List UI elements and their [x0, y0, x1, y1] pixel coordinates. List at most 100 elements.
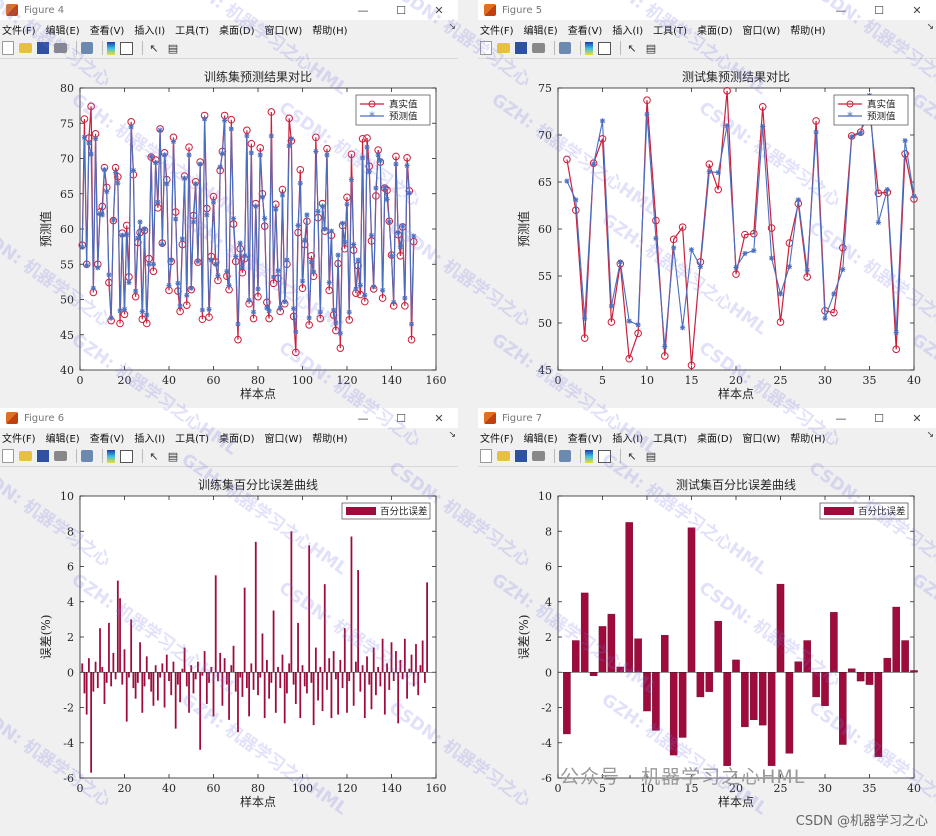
menu-item-1[interactable]: 编辑(E): [523, 25, 558, 37]
x-tick-label: 80: [251, 374, 265, 387]
save-icon[interactable]: [515, 450, 527, 462]
minimize-icon[interactable]: —: [357, 411, 369, 425]
legend-icon[interactable]: [120, 449, 133, 463]
menu-item-1[interactable]: 编辑(E): [45, 433, 80, 445]
link-icon[interactable]: [81, 42, 93, 54]
minimize-icon[interactable]: —: [835, 3, 847, 17]
menu-item-4[interactable]: 工具(T): [653, 25, 688, 37]
dock-arrow-icon[interactable]: ↘: [448, 430, 456, 440]
error-bar: [116, 580, 119, 673]
data-point-pred: [259, 194, 266, 200]
error-bar: [308, 545, 311, 673]
menu-item-1[interactable]: 编辑(E): [45, 25, 80, 37]
pointer-icon[interactable]: ↖: [149, 449, 159, 463]
menu-item-0[interactable]: 文件(F): [480, 25, 514, 37]
menu-item-2[interactable]: 查看(V): [89, 25, 125, 37]
property-inspector-icon[interactable]: ▤: [167, 449, 179, 463]
pointer-icon[interactable]: ↖: [627, 449, 637, 463]
cbar-icon[interactable]: [107, 449, 115, 463]
cbar-icon[interactable]: [107, 41, 115, 55]
link-icon[interactable]: [559, 450, 571, 462]
open-icon[interactable]: [19, 43, 32, 53]
maximize-icon[interactable]: ☐: [874, 3, 884, 17]
menu-item-7[interactable]: 帮助(H): [790, 433, 826, 445]
new-icon[interactable]: [480, 41, 492, 55]
menu-item-5[interactable]: 桌面(D): [219, 25, 255, 37]
legend-icon[interactable]: [598, 41, 611, 55]
dock-arrow-icon[interactable]: ↘: [448, 22, 456, 32]
error-bar: [310, 672, 313, 683]
property-inspector-icon[interactable]: ▤: [167, 41, 179, 55]
pointer-icon[interactable]: ↖: [627, 41, 637, 55]
link-icon[interactable]: [559, 42, 571, 54]
save-icon[interactable]: [515, 42, 527, 54]
menu-item-2[interactable]: 查看(V): [567, 433, 603, 445]
menu-item-2[interactable]: 查看(V): [567, 25, 603, 37]
error-bar: [401, 672, 404, 680]
cbar-icon[interactable]: [585, 449, 593, 463]
menu-item-3[interactable]: 插入(I): [612, 25, 644, 37]
dock-arrow-icon[interactable]: ↘: [926, 22, 934, 32]
menu-item-4[interactable]: 工具(T): [175, 25, 210, 37]
open-icon[interactable]: [497, 43, 510, 53]
minimize-icon[interactable]: —: [835, 411, 847, 425]
menu-item-5[interactable]: 桌面(D): [697, 25, 733, 37]
menu-item-7[interactable]: 帮助(H): [790, 25, 826, 37]
menu-item-6[interactable]: 窗口(W): [264, 25, 303, 37]
legend-icon[interactable]: [120, 41, 133, 55]
close-icon[interactable]: ✕: [912, 3, 922, 17]
menu-item-7[interactable]: 帮助(H): [312, 25, 348, 37]
menu-item-4[interactable]: 工具(T): [175, 433, 210, 445]
save-icon[interactable]: [37, 42, 49, 54]
new-icon[interactable]: [2, 41, 14, 55]
close-icon[interactable]: ✕: [912, 411, 922, 425]
menu-item-4[interactable]: 工具(T): [653, 433, 688, 445]
dock-arrow-icon[interactable]: ↘: [926, 430, 934, 440]
menu-item-3[interactable]: 插入(I): [134, 433, 166, 445]
menu-item-0[interactable]: 文件(F): [2, 25, 36, 37]
maximize-icon[interactable]: ☐: [396, 3, 406, 17]
window-titlebar[interactable]: Figure 7 — ☐ ✕: [478, 408, 936, 428]
window-titlebar[interactable]: Figure 4 — ☐ ✕: [0, 0, 458, 20]
error-bar: [366, 656, 368, 673]
menu-item-0[interactable]: 文件(F): [480, 433, 514, 445]
maximize-icon[interactable]: ☐: [874, 411, 884, 425]
save-icon[interactable]: [37, 450, 49, 462]
window-titlebar[interactable]: Figure 6 — ☐ ✕: [0, 408, 458, 428]
error-bar: [170, 672, 173, 696]
new-icon[interactable]: [2, 449, 14, 463]
close-icon[interactable]: ✕: [434, 411, 444, 425]
pointer-icon[interactable]: ↖: [149, 41, 159, 55]
menu-item-5[interactable]: 桌面(D): [697, 433, 733, 445]
menu-item-2[interactable]: 查看(V): [89, 433, 125, 445]
figure-toolbar: ↖ ▤: [0, 38, 458, 59]
menu-item-5[interactable]: 桌面(D): [219, 433, 255, 445]
maximize-icon[interactable]: ☐: [396, 411, 406, 425]
legend-box: [833, 94, 909, 126]
property-inspector-icon[interactable]: ▤: [645, 41, 657, 55]
open-icon[interactable]: [497, 451, 510, 461]
menu-item-7[interactable]: 帮助(H): [312, 433, 348, 445]
error-bar: [563, 672, 571, 735]
print-icon[interactable]: [532, 43, 545, 53]
data-point-pred: [144, 312, 150, 318]
window-titlebar[interactable]: Figure 5 — ☐ ✕: [478, 0, 936, 20]
menu-item-0[interactable]: 文件(F): [2, 433, 36, 445]
menu-item-1[interactable]: 编辑(E): [523, 433, 558, 445]
open-icon[interactable]: [19, 451, 32, 461]
property-inspector-icon[interactable]: ▤: [645, 449, 657, 463]
print-icon[interactable]: [54, 43, 67, 53]
legend-icon[interactable]: [598, 449, 611, 463]
print-icon[interactable]: [532, 451, 545, 461]
menu-item-3[interactable]: 插入(I): [612, 433, 644, 445]
print-icon[interactable]: [54, 451, 67, 461]
menu-item-3[interactable]: 插入(I): [134, 25, 166, 37]
new-icon[interactable]: [480, 449, 492, 463]
menu-item-6[interactable]: 窗口(W): [264, 433, 303, 445]
menu-item-6[interactable]: 窗口(W): [742, 433, 781, 445]
cbar-icon[interactable]: [585, 41, 593, 55]
close-icon[interactable]: ✕: [434, 3, 444, 17]
minimize-icon[interactable]: —: [357, 3, 369, 17]
menu-item-6[interactable]: 窗口(W): [742, 25, 781, 37]
link-icon[interactable]: [81, 450, 93, 462]
